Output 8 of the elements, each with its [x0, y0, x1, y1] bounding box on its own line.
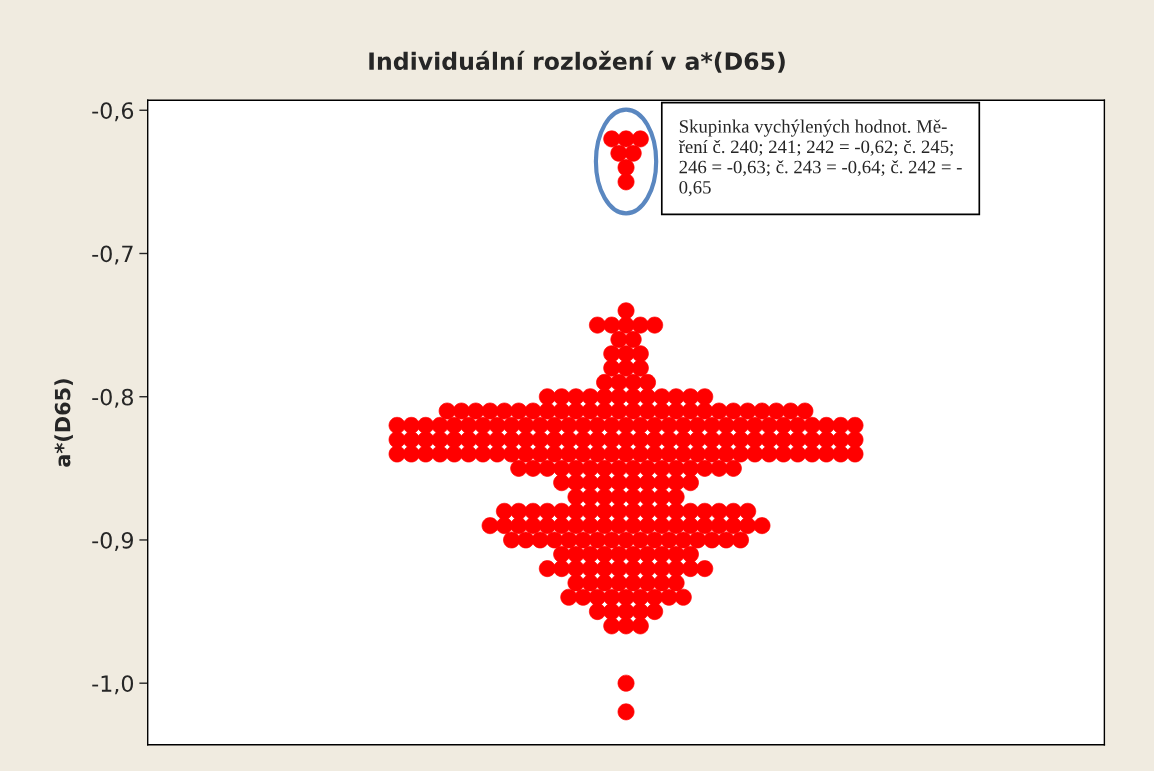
- chart-title: Individuální rozložení v a*(D65): [369, 50, 785, 73]
- y-tick-label: -0,8: [92, 388, 133, 408]
- y-tick-label: -0,9: [92, 531, 133, 551]
- y-tick-label: -1,0: [92, 675, 134, 695]
- annotation: Skupinka vychýlených hodnot. Mě- ření č. 240; 241; 242 = -0,62; č. 245; 246 = -0,63; č. 243 = -0,64; č. 242 = - 0,65: [678, 119, 962, 197]
- y-axis-title: a*(D65): [54, 379, 73, 467]
- y-tick-label: -0,7: [92, 245, 133, 265]
- y-tick-label: -0,6: [92, 102, 134, 122]
